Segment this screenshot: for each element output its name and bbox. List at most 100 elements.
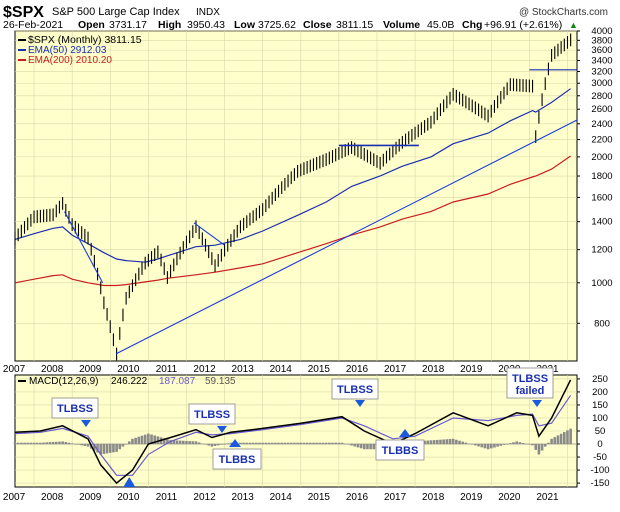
histogram-bar bbox=[64, 442, 68, 445]
annotation-box bbox=[375, 439, 425, 461]
histogram-bar bbox=[483, 444, 487, 449]
histogram-bar bbox=[54, 441, 58, 445]
histogram-bar bbox=[74, 444, 77, 445]
histogram-bar bbox=[362, 444, 366, 450]
open-label: Open bbox=[78, 19, 105, 31]
ema50-line bbox=[14, 88, 571, 263]
histogram-bar bbox=[505, 444, 509, 445]
price-panel bbox=[14, 30, 578, 362]
histogram-bar bbox=[331, 442, 334, 445]
histogram-bar bbox=[528, 444, 531, 445]
legend-ema200: EMA(200) 2010.20 bbox=[28, 55, 112, 66]
histogram-bar bbox=[201, 443, 204, 445]
x-tick-label: 2016 bbox=[346, 364, 369, 375]
y-tick-label: 3600 bbox=[591, 45, 612, 56]
histogram-bar bbox=[283, 442, 287, 445]
histogram-bar bbox=[197, 442, 201, 445]
histogram-bar bbox=[280, 442, 284, 445]
histogram-bar bbox=[270, 442, 274, 445]
histogram-bar bbox=[181, 440, 185, 445]
x-tick-label: 2017 bbox=[384, 364, 407, 375]
low-value: 3725.62 bbox=[258, 19, 296, 31]
histogram-bar bbox=[93, 444, 96, 451]
histogram-bar bbox=[156, 436, 160, 445]
arrow-up-icon bbox=[229, 439, 241, 447]
histogram-bar bbox=[223, 444, 226, 445]
histogram-bar bbox=[277, 442, 280, 445]
histogram-bar bbox=[343, 443, 347, 445]
y-tick-label: 800 bbox=[594, 318, 610, 329]
chg-value: +96.91 (+2.61%) bbox=[484, 19, 562, 31]
y-tick-label: 200 bbox=[592, 387, 608, 398]
y-tick-label: 150 bbox=[592, 400, 608, 411]
histogram-bar bbox=[86, 444, 90, 447]
annotation-label: TLBSS bbox=[194, 409, 230, 421]
macd-line bbox=[14, 379, 572, 485]
annotation-label: failed bbox=[516, 385, 545, 397]
low-label: Low bbox=[234, 19, 256, 31]
macd-x-axis: 2007 2008 2009 2010 2011 2012 2013 2014 2015 2016… bbox=[3, 492, 559, 503]
y-tick-label: 3200 bbox=[591, 67, 612, 78]
histogram-bar bbox=[67, 442, 71, 445]
trendline-long bbox=[115, 119, 578, 355]
histogram-bar bbox=[150, 434, 153, 445]
x-tick-label: 2010 bbox=[117, 492, 140, 503]
arrow-up-icon bbox=[123, 477, 136, 487]
histogram-bar bbox=[547, 442, 550, 445]
y-tick-label: 2600 bbox=[591, 104, 612, 115]
histogram-bar bbox=[442, 439, 445, 445]
histogram-bar bbox=[61, 441, 64, 445]
x-tick-label: 2020 bbox=[498, 492, 521, 503]
histogram-bar bbox=[220, 444, 223, 445]
histogram-bar bbox=[372, 444, 376, 450]
legend-price: $SPX (Monthly) 3811.15 bbox=[28, 34, 142, 46]
histogram-bar bbox=[509, 443, 512, 445]
histogram-bar bbox=[226, 443, 230, 445]
histogram-bar bbox=[369, 444, 372, 450]
histogram-bar bbox=[166, 439, 169, 445]
histogram-bar bbox=[51, 441, 55, 445]
histogram-bar bbox=[426, 440, 430, 445]
histogram-bar bbox=[350, 444, 353, 446]
histogram-bar bbox=[118, 444, 122, 450]
volume-value: 45.0B bbox=[427, 19, 454, 31]
histogram-bar bbox=[308, 442, 312, 445]
y-tick-label: 2400 bbox=[591, 119, 612, 130]
histogram-bar bbox=[77, 444, 80, 445]
histogram-bar bbox=[239, 442, 242, 445]
chg-up-icon: ▲ bbox=[569, 20, 578, 30]
histogram-bar bbox=[264, 442, 268, 445]
histogram-bar bbox=[302, 442, 306, 445]
histogram-bar bbox=[496, 444, 499, 447]
y-tick-label: 1200 bbox=[591, 245, 612, 256]
histogram-bar bbox=[451, 438, 455, 445]
histogram-bar bbox=[102, 444, 106, 454]
x-tick-label: 2015 bbox=[308, 492, 331, 503]
macd-legend-value-hist: 59.135 bbox=[205, 376, 236, 387]
y-tick-label: 1800 bbox=[591, 171, 612, 182]
histogram-bar bbox=[318, 442, 322, 445]
price-y-axis: 800 1000 1200 1400 1600 1800 2000 2200 2400 2600 2… bbox=[577, 26, 613, 329]
arrow-down-icon bbox=[355, 400, 365, 407]
arrow-down-icon bbox=[81, 420, 91, 427]
histogram-bar bbox=[210, 444, 214, 447]
histogram-bar bbox=[477, 444, 480, 447]
histogram-bar bbox=[461, 441, 464, 445]
histogram-bar bbox=[112, 444, 115, 453]
histogram-bar bbox=[493, 444, 496, 448]
histogram-bar bbox=[556, 435, 560, 445]
x-tick-label: 2009 bbox=[79, 364, 102, 375]
histogram-bar bbox=[140, 435, 144, 445]
histogram-bar bbox=[229, 442, 233, 445]
histogram-bar bbox=[108, 444, 112, 453]
x-tick-label: 2007 bbox=[3, 364, 26, 375]
x-tick-label: 2018 bbox=[422, 492, 445, 503]
histogram-bar bbox=[486, 444, 490, 450]
histogram-bar bbox=[204, 444, 207, 445]
x-tick-label: 2007 bbox=[3, 492, 26, 503]
histogram-bar bbox=[255, 442, 258, 445]
macd-legend: MACD(12,26,9) 246.222 187.087 59.135 bbox=[18, 376, 236, 387]
chg-label: Chg bbox=[462, 19, 482, 31]
